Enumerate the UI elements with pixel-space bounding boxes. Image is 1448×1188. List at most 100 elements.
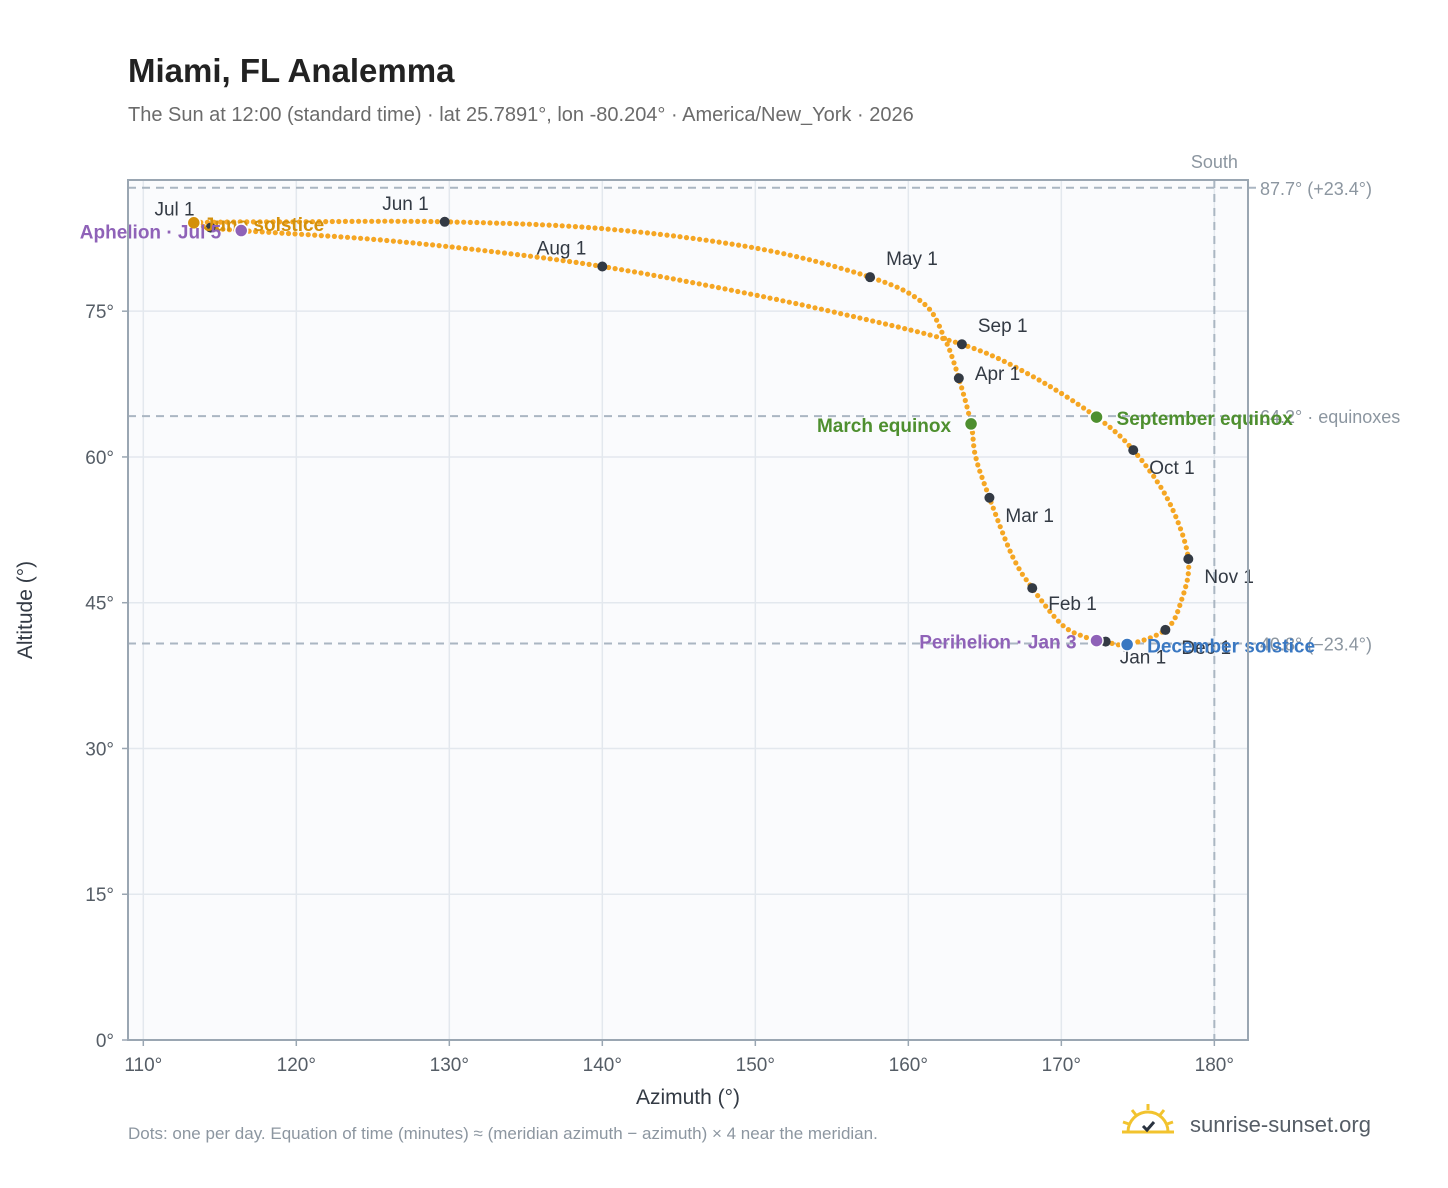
day-dot [657,231,664,237]
day-dot [436,243,442,249]
meridian-label: South [1191,152,1238,172]
month-point [956,339,967,350]
day-dot [1030,374,1036,380]
month-point [1160,624,1171,635]
day-dot [220,226,226,232]
day-dot [696,281,702,287]
day-dot [358,235,364,241]
day-dot [908,327,914,333]
footnote: Dots: one per day. Equation of time (min… [128,1124,878,1143]
day-dot [748,244,755,250]
day-dot [1151,473,1157,479]
day-dot [1112,429,1118,435]
day-dot [508,251,514,257]
day-dot [1183,545,1189,551]
day-dot [318,233,324,239]
day-dot [1177,602,1183,609]
event-point [233,223,249,238]
day-dot [1086,409,1092,415]
y-tick-label: 60° [85,448,114,469]
day-dot [983,350,990,356]
y-tick-label: 30° [85,739,114,760]
day-dot [1081,405,1087,411]
day-dot [408,218,414,224]
day-dot [1186,564,1192,570]
day-dot [1182,538,1188,544]
day-dot [226,227,232,233]
day-dot [1183,584,1189,590]
day-dot [670,233,677,239]
day-dot [1013,560,1019,566]
day-dot [972,449,978,455]
day-dot [1077,632,1083,638]
day-dot [742,243,748,249]
day-dot [480,220,486,226]
day-dot [1019,367,1025,374]
day-dot [1025,371,1031,377]
event-point [186,215,202,231]
day-dot [482,248,488,254]
month-label: Mar 1 [1005,506,1054,527]
day-dot [1004,542,1011,548]
day-dot [362,218,368,224]
day-dot [567,258,573,265]
day-dot [709,283,715,289]
day-dot [259,229,265,235]
day-dot [773,296,780,302]
day-dot [799,302,805,308]
day-dot [644,230,651,236]
x-axis-label: Azimuth (°) [636,1086,740,1109]
event-point [1089,633,1104,648]
day-dot [1122,438,1128,444]
day-dot [981,481,987,487]
day-dot [638,229,644,235]
month-label: Jan 1 [1120,648,1166,669]
day-dot [1179,596,1185,602]
day-dot [397,239,403,245]
day-dot [882,321,889,327]
day-dot [851,269,857,275]
event-label: June solstice [204,215,324,236]
day-dot [690,235,696,241]
x-tick-label: 120° [277,1055,316,1076]
x-tick-label: 130° [430,1055,469,1076]
day-dot [338,234,344,240]
day-dot [618,227,624,233]
day-dot [231,219,237,225]
day-dot [683,278,689,284]
brand-link[interactable]: sunrise-sunset.org [1120,1102,1420,1146]
day-dot [351,235,357,241]
day-dot [507,220,513,227]
day-dot [911,294,918,300]
day-dot [257,219,263,225]
plot-frame [127,179,1249,1041]
day-dot [917,297,923,303]
day-dot [572,224,579,230]
day-dot [605,226,611,232]
day-dot [423,241,429,247]
day-dot [619,267,625,273]
day-dot [599,225,605,232]
day-dot [964,404,970,410]
day-dot [631,269,638,275]
day-dot [927,332,933,338]
day-dot [390,238,396,244]
day-dot [573,259,579,265]
reference-line-label: 87.7° (+23.4°) [1260,179,1372,199]
day-dot [469,246,475,252]
day-dot [316,219,322,225]
day-dot [657,273,664,280]
day-dot [863,316,869,323]
day-dot [825,308,831,314]
month-point [597,261,608,272]
day-dot [690,280,696,286]
day-dot [475,247,481,253]
day-dot [1065,627,1071,633]
reference-line-label: 40.8° (−23.4°) [1260,635,1372,655]
day-dot [1107,424,1113,430]
day-dot [494,220,500,226]
day-dot [305,232,311,238]
day-dot [1143,463,1149,469]
day-dot [1185,571,1191,577]
y-tick-label: 75° [85,302,114,323]
